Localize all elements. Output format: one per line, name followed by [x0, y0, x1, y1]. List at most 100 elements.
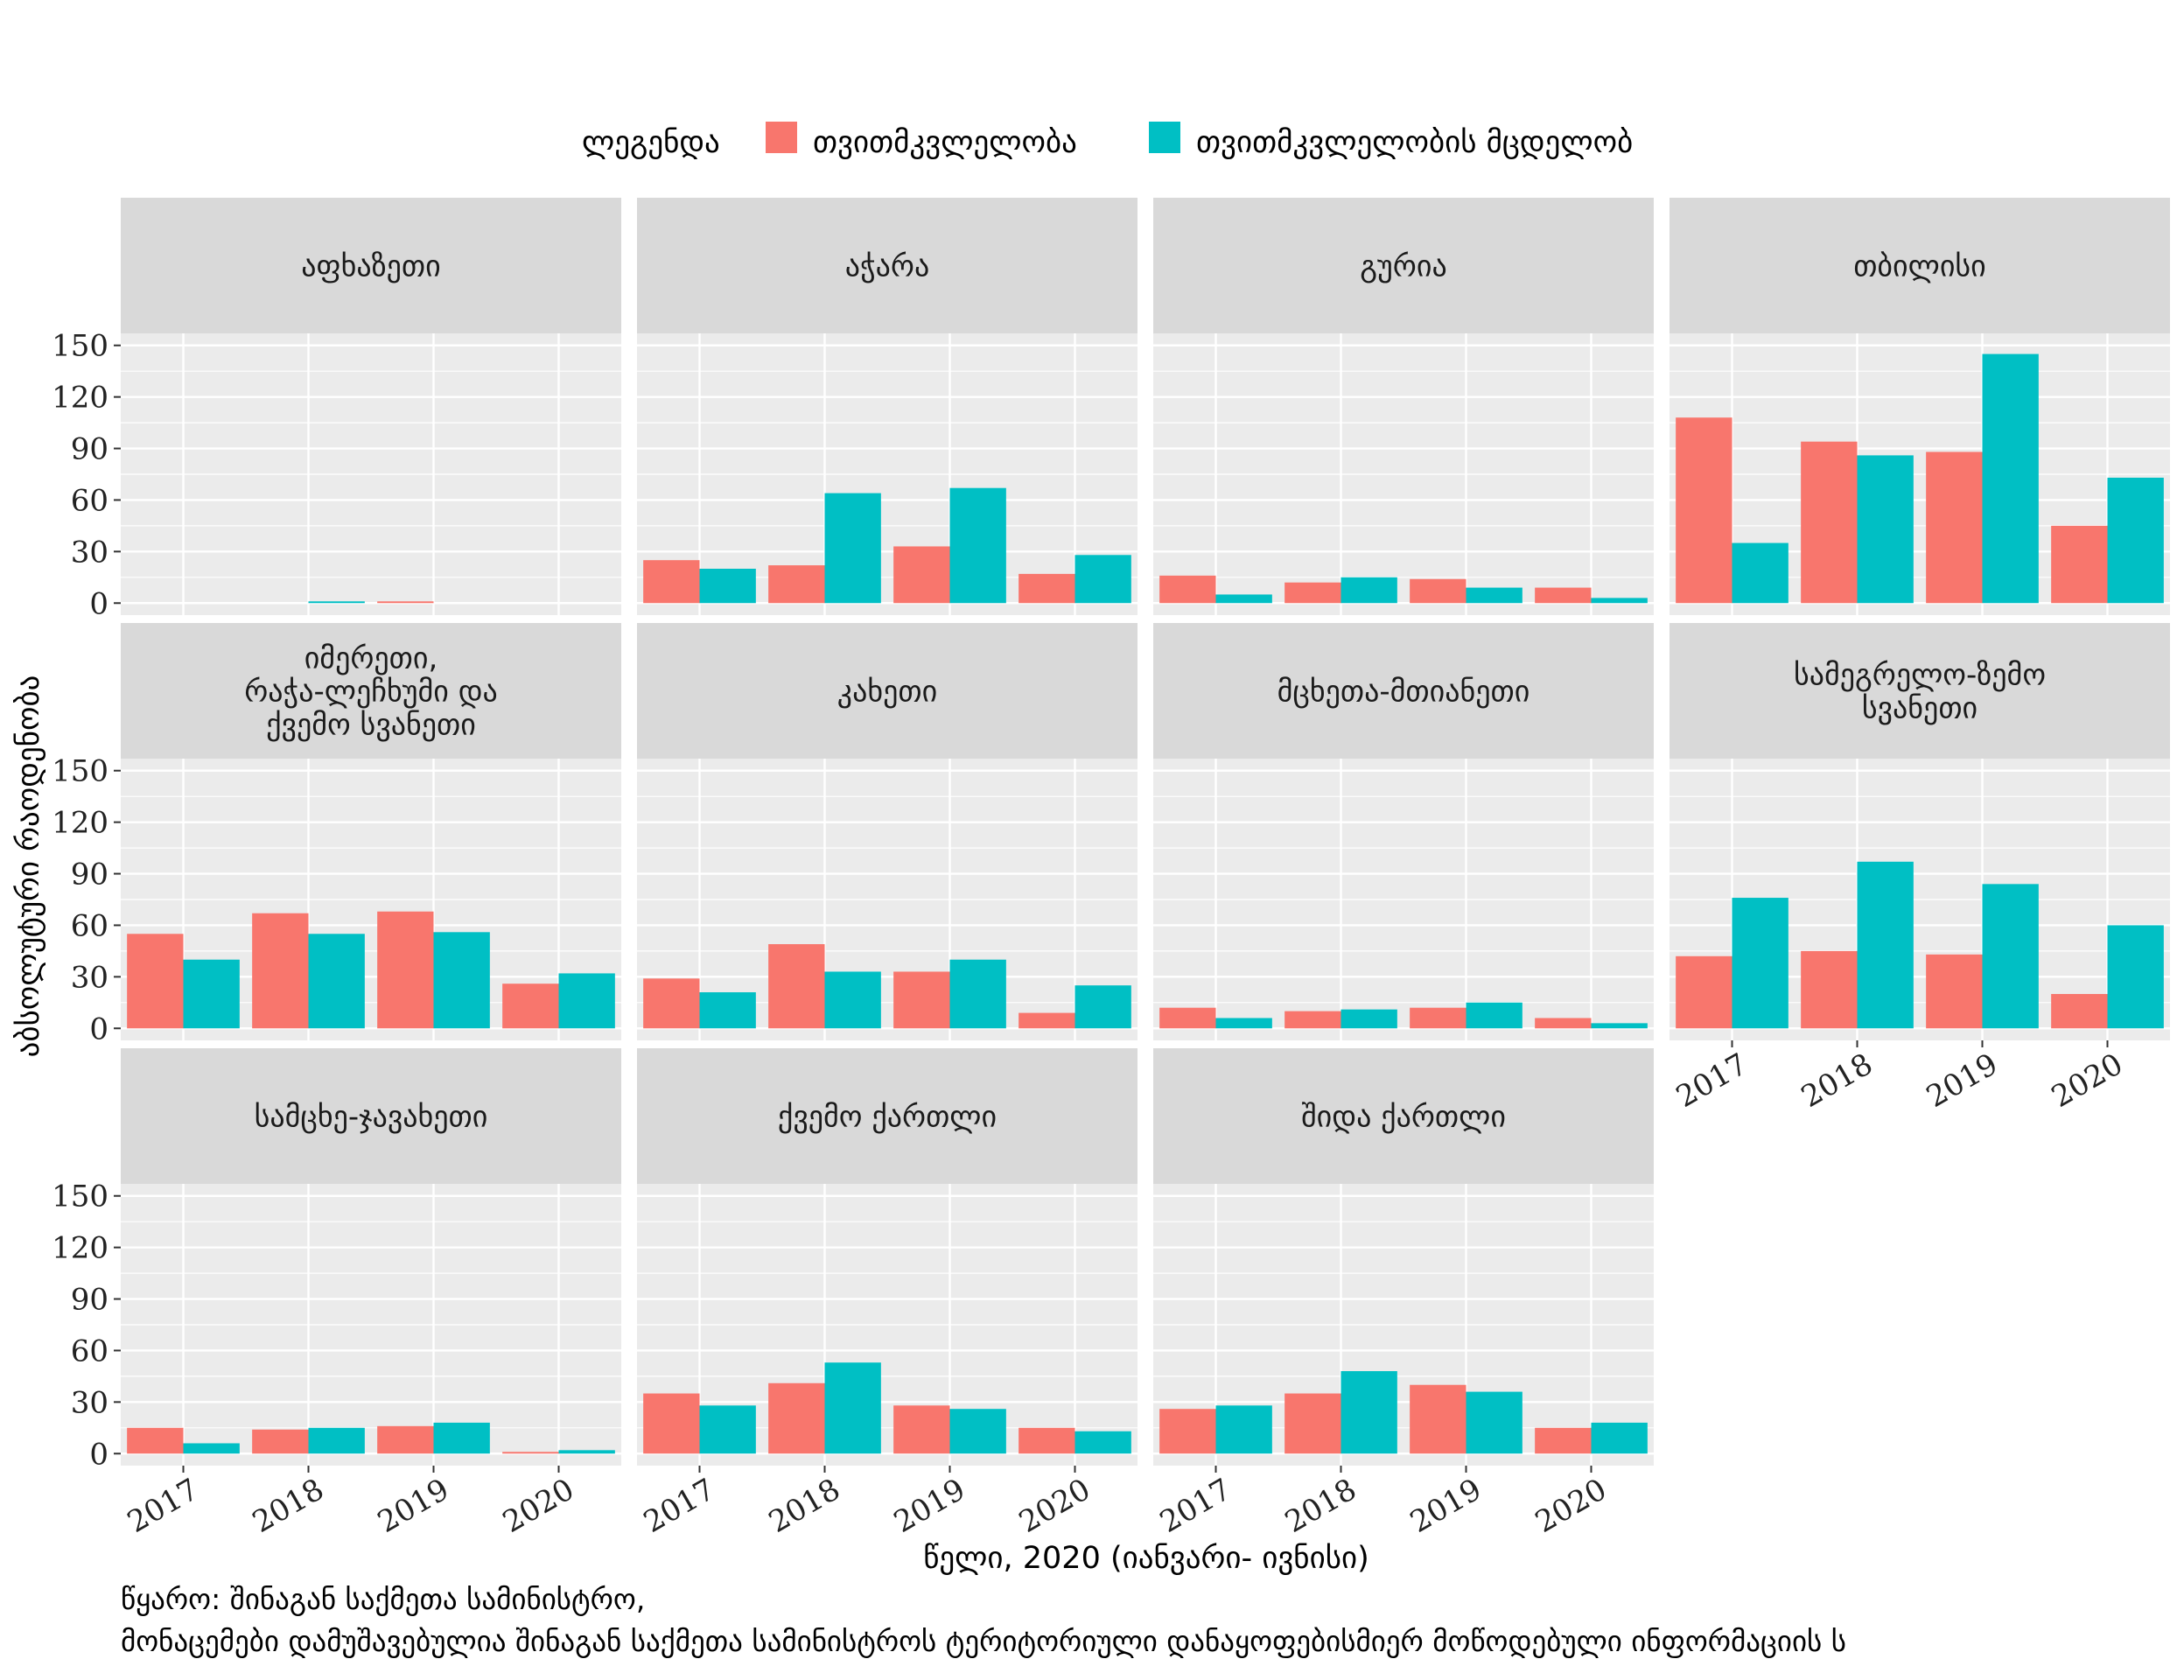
- panel: კახეთი: [637, 623, 1138, 1040]
- bar: [1215, 1405, 1272, 1454]
- y-tick-label: 120: [52, 381, 108, 416]
- bar: [1466, 587, 1522, 604]
- bar: [699, 992, 756, 1029]
- bar: [1982, 884, 2039, 1029]
- panel: გურია: [1153, 198, 1654, 615]
- bar: [768, 565, 825, 604]
- x-tick-label: 2019: [372, 1472, 455, 1540]
- bar: [1284, 1011, 1341, 1029]
- bar: [502, 1452, 559, 1454]
- x-tick-label: 2019: [1921, 1046, 2004, 1115]
- panel-strip: [1670, 198, 2170, 333]
- panel: თბილისი: [1670, 198, 2170, 615]
- panel-title: ქვემო სვანეთი: [266, 708, 476, 743]
- caption-note: მონაცემები დამუშავებულია შინაგან საქმეთა…: [121, 1624, 1847, 1658]
- bar: [308, 934, 365, 1029]
- bar: [1732, 898, 1788, 1029]
- bar: [1926, 452, 1983, 604]
- y-tick-label: 60: [71, 483, 108, 518]
- panel-title: რაჭა-ლეჩხუმი და: [244, 675, 498, 710]
- bar: [1676, 956, 1732, 1029]
- panel-strip: [1153, 623, 1654, 759]
- y-tick-label: 90: [71, 432, 108, 467]
- panel: ქვემო ქართლი 2017 2018 2019 2020: [637, 1048, 1138, 1540]
- x-tick-label: 2020: [1530, 1472, 1613, 1540]
- bar: [1857, 455, 1914, 604]
- y-tick-label: 0: [89, 586, 108, 621]
- legend-label-attempt: თვითმკვლელობის მცდელობ: [1196, 125, 1633, 160]
- panel-title: ქვემო ქართლი: [778, 1100, 997, 1135]
- bar: [2051, 993, 2108, 1029]
- panel-title: აჭარა: [845, 249, 930, 284]
- bar: [893, 546, 950, 604]
- y-tick-label: 90: [71, 1283, 108, 1318]
- y-tick-label: 0: [89, 1012, 108, 1046]
- y-axis-title: აბსოლუტური რაოდენობა: [11, 676, 46, 1058]
- bar: [1018, 1427, 1075, 1454]
- panel-strip: [1153, 198, 1654, 333]
- bar: [824, 971, 881, 1029]
- y-tick-label: 0: [89, 1437, 108, 1472]
- x-axis-title: წელი, 2020 (იანვარი- ივნისი): [923, 1541, 1369, 1576]
- x-tick-label: 2018: [1279, 1472, 1362, 1540]
- panel-strip: [1153, 1048, 1654, 1184]
- bar: [1410, 1007, 1466, 1029]
- bar: [2107, 925, 2164, 1029]
- y-tick-label: 120: [52, 1231, 108, 1266]
- x-tick-label: 2018: [1796, 1046, 1879, 1115]
- bar: [1466, 1002, 1522, 1029]
- bar: [643, 1393, 700, 1454]
- bar: [699, 1405, 756, 1454]
- bar: [308, 1427, 365, 1454]
- bar: [127, 934, 184, 1029]
- legend-label-suicide: თვითმკვლელობა: [813, 125, 1077, 160]
- y-tick-label: 60: [71, 908, 108, 943]
- y-tick-label: 30: [71, 535, 108, 570]
- panel-title: აფხაზეთი: [301, 249, 440, 284]
- bar: [893, 1405, 950, 1454]
- y-tick-label: 30: [71, 960, 108, 995]
- x-tick-label: 2019: [888, 1472, 971, 1540]
- bar: [1982, 354, 2039, 604]
- panel-title: შიდა ქართლი: [1301, 1100, 1506, 1135]
- bar: [377, 911, 434, 1029]
- y-tick-label: 120: [52, 806, 108, 841]
- bar: [1159, 575, 1216, 604]
- bar: [1535, 587, 1592, 604]
- bar: [824, 1362, 881, 1454]
- panel-strip: [637, 198, 1138, 333]
- panel-title: კახეთი: [837, 675, 937, 710]
- bar: [377, 1425, 434, 1454]
- bar: [949, 959, 1006, 1029]
- panel-strip: [121, 623, 621, 759]
- panel-title: გურია: [1360, 249, 1446, 284]
- bar: [1284, 582, 1341, 604]
- panel-title: სამცხე-ჯავახეთი: [255, 1100, 488, 1135]
- panel-title: თბილისი: [1853, 249, 1986, 284]
- caption-source: წყარო: შინაგან საქმეთა სამინისტრო,: [121, 1582, 646, 1616]
- panel-title: სამეგრელო-ზემო: [1794, 658, 2046, 693]
- x-tick-label: 2020: [2046, 1046, 2129, 1115]
- panel: აფხაზეთი 0 30 60 90 120 150: [52, 198, 621, 621]
- y-tick-label: 150: [52, 754, 108, 789]
- panel-title: მცხეთა-მთიანეთი: [1278, 675, 1530, 710]
- bar: [768, 1382, 825, 1454]
- bar: [127, 1427, 184, 1454]
- bar: [1535, 1018, 1592, 1029]
- bar: [1340, 1009, 1397, 1029]
- panel-strip: [637, 1048, 1138, 1184]
- bar: [252, 1429, 309, 1454]
- x-tick-label: 2017: [1154, 1472, 1237, 1540]
- y-tick-label: 150: [52, 329, 108, 364]
- panel: მცხეთა-მთიანეთი: [1153, 623, 1654, 1040]
- bar: [1074, 985, 1131, 1029]
- bar: [1676, 417, 1732, 604]
- bar: [1591, 598, 1648, 604]
- panel: შიდა ქართლი 2017 2018 2019 2020: [1153, 1048, 1654, 1540]
- x-tick-label: 2018: [763, 1472, 846, 1540]
- bar: [252, 913, 309, 1029]
- bar: [1340, 577, 1397, 604]
- bar: [1018, 573, 1075, 604]
